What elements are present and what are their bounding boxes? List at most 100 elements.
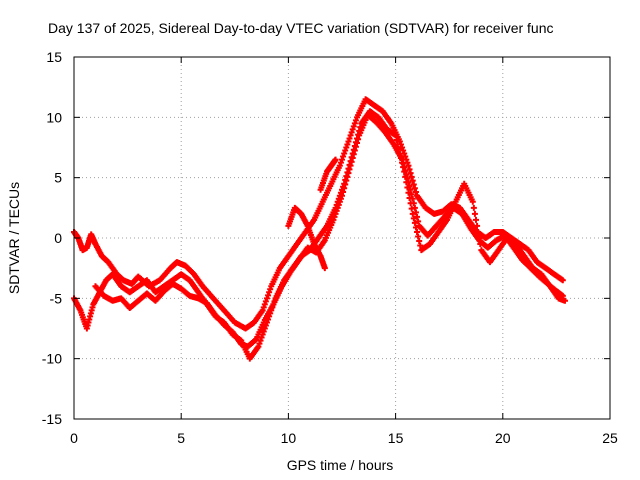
data-point [261,301,268,308]
series-trace-1 [71,96,566,332]
data-point [471,210,478,217]
data-point [349,155,356,162]
data-point [263,295,270,302]
data-point [412,188,419,195]
data-point [474,222,481,229]
data-point [407,186,414,193]
data-point [352,143,359,150]
y-tick-label: -5 [50,290,63,306]
data-point [409,210,416,217]
data-point [410,215,417,222]
series-trace-5 [285,204,328,272]
data-point [355,136,362,143]
data-point [405,162,412,169]
data-point [332,156,339,163]
x-tick-label: 5 [177,430,185,446]
data-point [345,138,352,145]
y-tick-label: 0 [54,230,62,246]
x-axis-label: GPS time / hours [287,457,394,473]
data-point [410,200,417,207]
series-trace-3 [92,111,566,350]
data-point [405,179,412,186]
data-point [415,218,422,225]
series-trace-4 [317,156,339,193]
data-point [412,209,419,216]
data-point [340,188,347,195]
data-point [255,343,262,350]
data-point [344,173,351,180]
data-point [403,171,410,178]
data-point [343,144,350,151]
data-point [259,307,266,314]
data-point [406,182,413,189]
data-point [414,213,421,220]
data-point [559,277,566,284]
data-point [265,292,272,299]
data-point [340,153,347,160]
data-point [416,238,423,245]
data-point [352,117,359,124]
data-point [411,204,418,211]
data-point [402,167,409,174]
data-point [350,123,357,130]
data-point [408,173,415,180]
chart-title: Day 137 of 2025, Sidereal Day-to-day VTE… [48,20,554,36]
data-point [392,132,399,139]
data-point [414,228,421,235]
data-point [334,204,341,211]
data-point [337,159,344,166]
y-tick-label: 5 [54,170,62,186]
grid [74,57,610,419]
data-point [469,198,476,205]
y-tick-label: -15 [42,411,62,427]
data-point [348,129,355,136]
data-point [411,185,418,192]
data-point [347,132,354,139]
data-point [262,298,269,305]
data-point [351,147,358,154]
data-point [261,325,268,332]
data-point [396,138,403,145]
data-point [336,198,343,205]
data-point [346,166,353,173]
data-point [260,304,267,311]
x-tick-label: 10 [281,430,297,446]
data-point [350,151,357,158]
data-point [349,126,356,133]
data-point [348,158,355,165]
plot-area [71,96,568,362]
data-point [333,207,340,214]
data-point [407,170,414,177]
data-point [332,210,339,217]
data-point [401,164,408,171]
data-point [341,185,348,192]
data-point [409,195,416,202]
data-point [337,195,344,202]
data-point [351,120,358,127]
y-tick-label: -10 [42,351,62,367]
data-point [331,213,338,220]
data-point [257,337,264,344]
data-point [410,181,417,188]
data-point [354,139,361,146]
y-tick-label: 15 [46,49,62,65]
data-point [405,189,412,196]
data-point [417,242,424,249]
x-tick-label: 15 [388,430,404,446]
data-point [336,162,343,169]
data-point [342,147,349,154]
data-point [321,265,328,272]
data-point [408,191,415,198]
data-point [339,192,345,199]
data-point [345,170,352,177]
data-point [402,153,409,160]
data-point [400,160,407,167]
data-point [267,286,274,293]
data-point [347,162,354,169]
y-axis-label: SDTVAR / TECUs [6,182,22,294]
data-point [473,216,479,223]
data-point [470,204,477,211]
x-tick-label: 25 [602,430,618,446]
data-point [335,201,342,208]
